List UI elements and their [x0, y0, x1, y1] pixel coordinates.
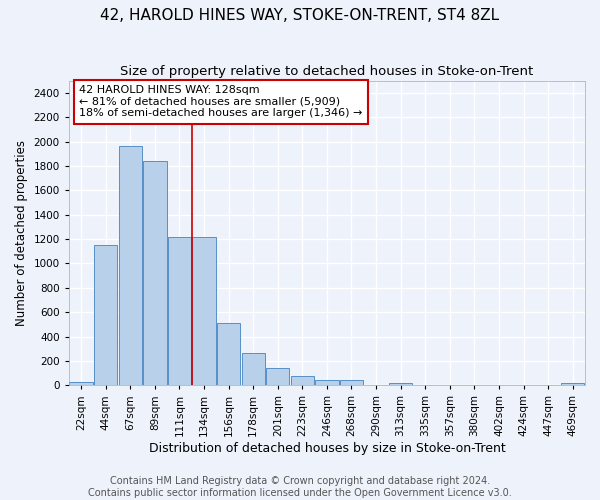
Text: 42, HAROLD HINES WAY, STOKE-ON-TRENT, ST4 8ZL: 42, HAROLD HINES WAY, STOKE-ON-TRENT, ST…	[100, 8, 500, 22]
Text: Contains HM Land Registry data © Crown copyright and database right 2024.
Contai: Contains HM Land Registry data © Crown c…	[88, 476, 512, 498]
Y-axis label: Number of detached properties: Number of detached properties	[15, 140, 28, 326]
Bar	[217, 323, 240, 386]
Bar	[315, 380, 338, 386]
Bar	[168, 236, 191, 386]
Bar	[143, 161, 167, 386]
Bar	[242, 353, 265, 386]
Bar	[389, 384, 412, 386]
Bar	[340, 380, 363, 386]
X-axis label: Distribution of detached houses by size in Stoke-on-Trent: Distribution of detached houses by size …	[149, 442, 505, 455]
Bar	[119, 146, 142, 386]
Bar	[70, 382, 93, 386]
Bar	[561, 384, 584, 386]
Text: 42 HAROLD HINES WAY: 128sqm
← 81% of detached houses are smaller (5,909)
18% of : 42 HAROLD HINES WAY: 128sqm ← 81% of det…	[79, 85, 362, 118]
Bar	[94, 245, 118, 386]
Bar	[193, 236, 215, 386]
Bar	[290, 376, 314, 386]
Bar	[266, 368, 289, 386]
Title: Size of property relative to detached houses in Stoke-on-Trent: Size of property relative to detached ho…	[120, 65, 533, 78]
